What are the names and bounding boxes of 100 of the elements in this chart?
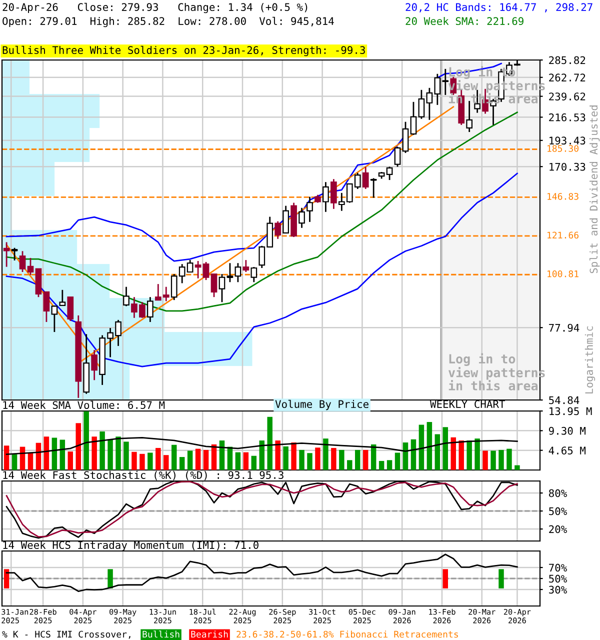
chart-title: 14 Week SMA Volume: 6.57 M [3,400,165,409]
bar [219,440,225,470]
bar [323,438,328,470]
bar [307,453,312,470]
y-tick-label: 239.62 [549,92,586,100]
y-tick-label: 20% [549,525,567,534]
chart-title: 14 Week Fast Stochastic (%K) (%D) : 93.1 95.3 [3,470,284,480]
bar [211,444,217,470]
bar [36,442,42,470]
annotation: Volume By Price [275,400,368,410]
y-tick-label: 80% [549,489,567,498]
bar [203,450,209,470]
y-tick-label: 285.82 [549,56,586,64]
bar [100,431,105,470]
candlestick [123,286,130,307]
ref-line-label: 146.83 [548,192,578,200]
bar [283,446,288,470]
ref-line-label: 185.30 [548,145,578,152]
bar [402,442,408,470]
bar [52,438,58,470]
bar [28,453,34,470]
candlestick [330,178,337,210]
text: 20,2 HC Bands: 164.77 , 298.27 [406,2,592,12]
bar [12,454,18,470]
candlestick [418,89,425,120]
text: Logarithmic [584,326,596,394]
bar [466,440,472,470]
y-tick-label: 30% [549,586,567,594]
bar [4,446,10,470]
bar [474,438,480,470]
y-tick-label: 193.43 [550,136,586,145]
candlestick [67,296,74,322]
bar [434,434,440,470]
bar [60,440,66,470]
bar [243,452,249,470]
text: Bullish [142,630,180,638]
bar [171,444,177,470]
bar [44,436,50,470]
y-tick-label: 9.30 M [548,426,586,435]
bar [187,450,193,470]
bar [267,416,272,470]
bar [251,456,257,470]
bar [426,422,432,470]
candlestick [91,349,98,381]
bar [331,448,336,470]
bar [132,452,137,470]
candlestick [282,205,289,234]
y-axis-title: Split and Dividend Adjusted [589,106,600,274]
bar [291,442,296,470]
bar [347,460,352,470]
ref-line-label: 121.66 [548,232,578,239]
candlestick [322,181,329,213]
bar [339,450,344,470]
bar [498,450,504,470]
candlestick [202,261,210,281]
bar [482,450,488,470]
line-series [6,172,518,368]
candlestick [147,296,154,323]
candlestick [394,146,401,168]
candlestick [43,291,50,323]
chart-subtitle: Open: 279.01 High: 285.82 Low: 278.00 Vol: 945,814 [2,16,334,28]
bar [514,465,520,470]
y-tick-label: 13.95 M [550,407,592,416]
bar [124,442,129,470]
line-series [6,554,518,592]
bar [68,452,74,470]
bar [179,457,185,470]
bar [355,450,360,470]
bar [156,448,161,470]
candlestick [306,196,313,223]
bar [195,448,201,470]
candlestick [466,100,473,133]
candlestick [250,266,258,283]
text: 20 Week SMA: 221.69 [406,16,524,26]
bar [490,450,496,470]
legend-title: % K - HCS IMI Crossover, [2,630,130,639]
candlestick [234,262,242,283]
bar [315,448,320,470]
bar [299,450,304,470]
y-tick-label: 50% [549,574,567,583]
candlestick [402,121,409,154]
bar [450,437,456,470]
text: Bearish [191,630,228,638]
candlestick [362,166,369,190]
bar [235,452,241,470]
candlestick [242,259,250,273]
bar [378,460,384,470]
ref-line-label: 100.81 [548,270,578,278]
candlestick [410,101,417,136]
bar [442,427,448,470]
bar [76,423,81,470]
bar [362,450,368,470]
bar [84,411,89,470]
line-series [6,437,518,455]
y-tick-label: 54.84 [549,396,580,404]
candlestick [210,273,218,298]
candlestick [194,260,202,280]
bar [275,440,280,470]
bar [506,448,512,470]
bar [410,439,416,470]
